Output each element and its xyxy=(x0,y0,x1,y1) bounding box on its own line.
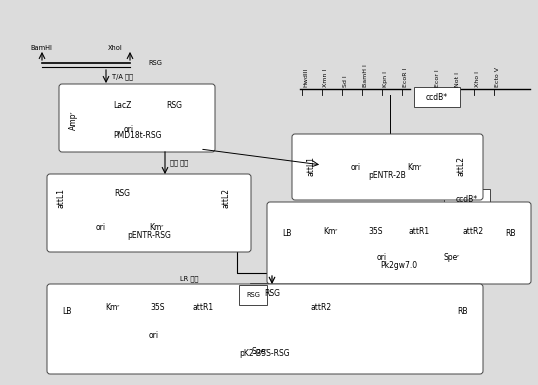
FancyBboxPatch shape xyxy=(444,189,490,209)
Text: T/A 克隆: T/A 克隆 xyxy=(112,74,133,80)
Text: Xho I: Xho I xyxy=(475,71,480,87)
Text: Xmn I: Xmn I xyxy=(323,69,328,87)
FancyBboxPatch shape xyxy=(332,157,380,177)
Text: attR1: attR1 xyxy=(408,226,429,236)
FancyBboxPatch shape xyxy=(300,147,322,185)
FancyBboxPatch shape xyxy=(414,87,460,107)
FancyBboxPatch shape xyxy=(308,221,352,241)
Text: pENTR-RSG: pENTR-RSG xyxy=(127,231,171,239)
Text: BamHI: BamHI xyxy=(30,45,52,51)
Text: Sd I: Sd I xyxy=(343,75,348,87)
Text: Kmʳ: Kmʳ xyxy=(407,162,421,171)
Text: Not I: Not I xyxy=(455,72,460,87)
FancyBboxPatch shape xyxy=(152,95,196,117)
Text: attL2: attL2 xyxy=(222,188,230,208)
FancyBboxPatch shape xyxy=(452,297,474,325)
Text: 酶切 连接: 酶切 连接 xyxy=(170,160,188,166)
Text: Pk2gw7.0: Pk2gw7.0 xyxy=(380,261,417,270)
Text: attR1: attR1 xyxy=(193,303,214,311)
FancyBboxPatch shape xyxy=(390,157,438,177)
FancyBboxPatch shape xyxy=(56,297,78,325)
Text: attL1: attL1 xyxy=(307,156,315,176)
Text: 35S: 35S xyxy=(369,226,383,236)
Text: Kpn I: Kpn I xyxy=(383,71,388,87)
Text: EcoR I: EcoR I xyxy=(403,68,408,87)
Text: Kmʳ: Kmʳ xyxy=(323,226,337,236)
Text: XhoI: XhoI xyxy=(108,45,123,51)
Text: RB: RB xyxy=(458,306,468,315)
FancyBboxPatch shape xyxy=(276,219,298,247)
FancyBboxPatch shape xyxy=(500,219,522,247)
Text: Speʳ: Speʳ xyxy=(444,253,460,261)
FancyBboxPatch shape xyxy=(90,297,134,317)
Text: ccdB*: ccdB* xyxy=(456,194,478,204)
FancyBboxPatch shape xyxy=(140,297,176,317)
Text: ori: ori xyxy=(351,162,361,171)
Text: 35S: 35S xyxy=(151,303,165,311)
FancyBboxPatch shape xyxy=(250,283,294,303)
FancyBboxPatch shape xyxy=(300,297,342,317)
FancyBboxPatch shape xyxy=(47,284,483,374)
Text: pENTR-2B: pENTR-2B xyxy=(369,171,406,179)
Text: ori: ori xyxy=(377,253,387,261)
Text: ccdB*: ccdB* xyxy=(426,92,448,102)
FancyBboxPatch shape xyxy=(80,217,122,237)
Text: attR2: attR2 xyxy=(310,303,331,311)
FancyBboxPatch shape xyxy=(59,84,215,152)
Text: RSG: RSG xyxy=(166,102,182,110)
FancyBboxPatch shape xyxy=(358,247,406,267)
FancyBboxPatch shape xyxy=(238,341,282,361)
FancyBboxPatch shape xyxy=(96,95,148,117)
Text: ori: ori xyxy=(96,223,106,231)
FancyBboxPatch shape xyxy=(130,325,178,345)
FancyBboxPatch shape xyxy=(450,147,472,185)
Text: LB: LB xyxy=(282,229,292,238)
FancyBboxPatch shape xyxy=(62,101,84,139)
Text: PMD18t-RSG: PMD18t-RSG xyxy=(113,132,161,141)
FancyBboxPatch shape xyxy=(292,134,483,200)
FancyBboxPatch shape xyxy=(108,119,150,139)
Text: BamH I: BamH I xyxy=(363,64,368,87)
Text: attL2: attL2 xyxy=(457,156,465,176)
FancyBboxPatch shape xyxy=(100,183,144,203)
Text: RSG: RSG xyxy=(264,288,280,298)
Text: Ecor I: Ecor I xyxy=(435,69,440,87)
Text: pK2-35S-RSG: pK2-35S-RSG xyxy=(240,348,291,358)
Text: Kmʳ: Kmʳ xyxy=(105,303,119,311)
Text: RB: RB xyxy=(506,229,516,238)
Text: attL1: attL1 xyxy=(56,188,66,208)
Text: Speʳ: Speʳ xyxy=(252,346,268,355)
FancyBboxPatch shape xyxy=(50,179,72,217)
Text: LB: LB xyxy=(62,306,72,315)
Text: Ecto V: Ecto V xyxy=(495,67,500,87)
FancyBboxPatch shape xyxy=(47,174,251,252)
FancyBboxPatch shape xyxy=(452,221,494,241)
Text: ori: ori xyxy=(124,124,134,134)
FancyBboxPatch shape xyxy=(358,221,394,241)
FancyBboxPatch shape xyxy=(267,202,531,284)
Text: attR2: attR2 xyxy=(463,226,484,236)
Text: RSG: RSG xyxy=(114,189,130,198)
Text: RSG: RSG xyxy=(246,292,260,298)
Text: Kmʳ: Kmʳ xyxy=(149,223,163,231)
Text: HwdIII: HwdIII xyxy=(303,67,308,87)
Text: RSG: RSG xyxy=(148,60,162,66)
Text: LR 反应: LR 反应 xyxy=(180,276,199,282)
Text: Ampʳ: Ampʳ xyxy=(68,110,77,130)
Text: LacZ: LacZ xyxy=(113,102,131,110)
Text: ori: ori xyxy=(149,330,159,340)
FancyBboxPatch shape xyxy=(398,221,440,241)
FancyBboxPatch shape xyxy=(430,247,474,267)
FancyBboxPatch shape xyxy=(215,179,237,217)
FancyBboxPatch shape xyxy=(182,297,224,317)
FancyBboxPatch shape xyxy=(135,217,177,237)
